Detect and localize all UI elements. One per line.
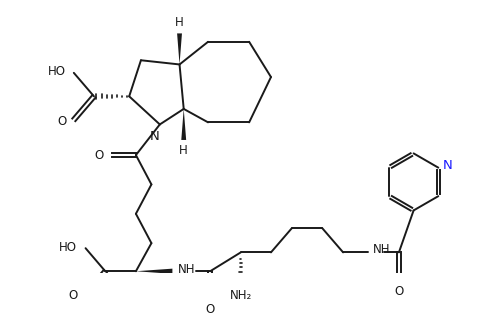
Text: O: O [95,149,104,162]
Text: NH: NH [374,243,391,255]
Polygon shape [177,33,182,64]
Polygon shape [136,269,172,274]
Text: O: O [394,285,404,298]
Text: O: O [206,303,215,313]
Text: N: N [442,159,452,172]
Text: NH: NH [178,264,196,276]
Text: H: H [175,16,184,29]
Text: NH₂: NH₂ [230,289,252,302]
Text: H: H [180,144,188,157]
Text: HO: HO [59,241,77,254]
Polygon shape [182,109,186,140]
Text: HO: HO [48,65,66,78]
Text: O: O [68,289,77,302]
Text: O: O [57,115,66,128]
Text: N: N [150,130,159,143]
